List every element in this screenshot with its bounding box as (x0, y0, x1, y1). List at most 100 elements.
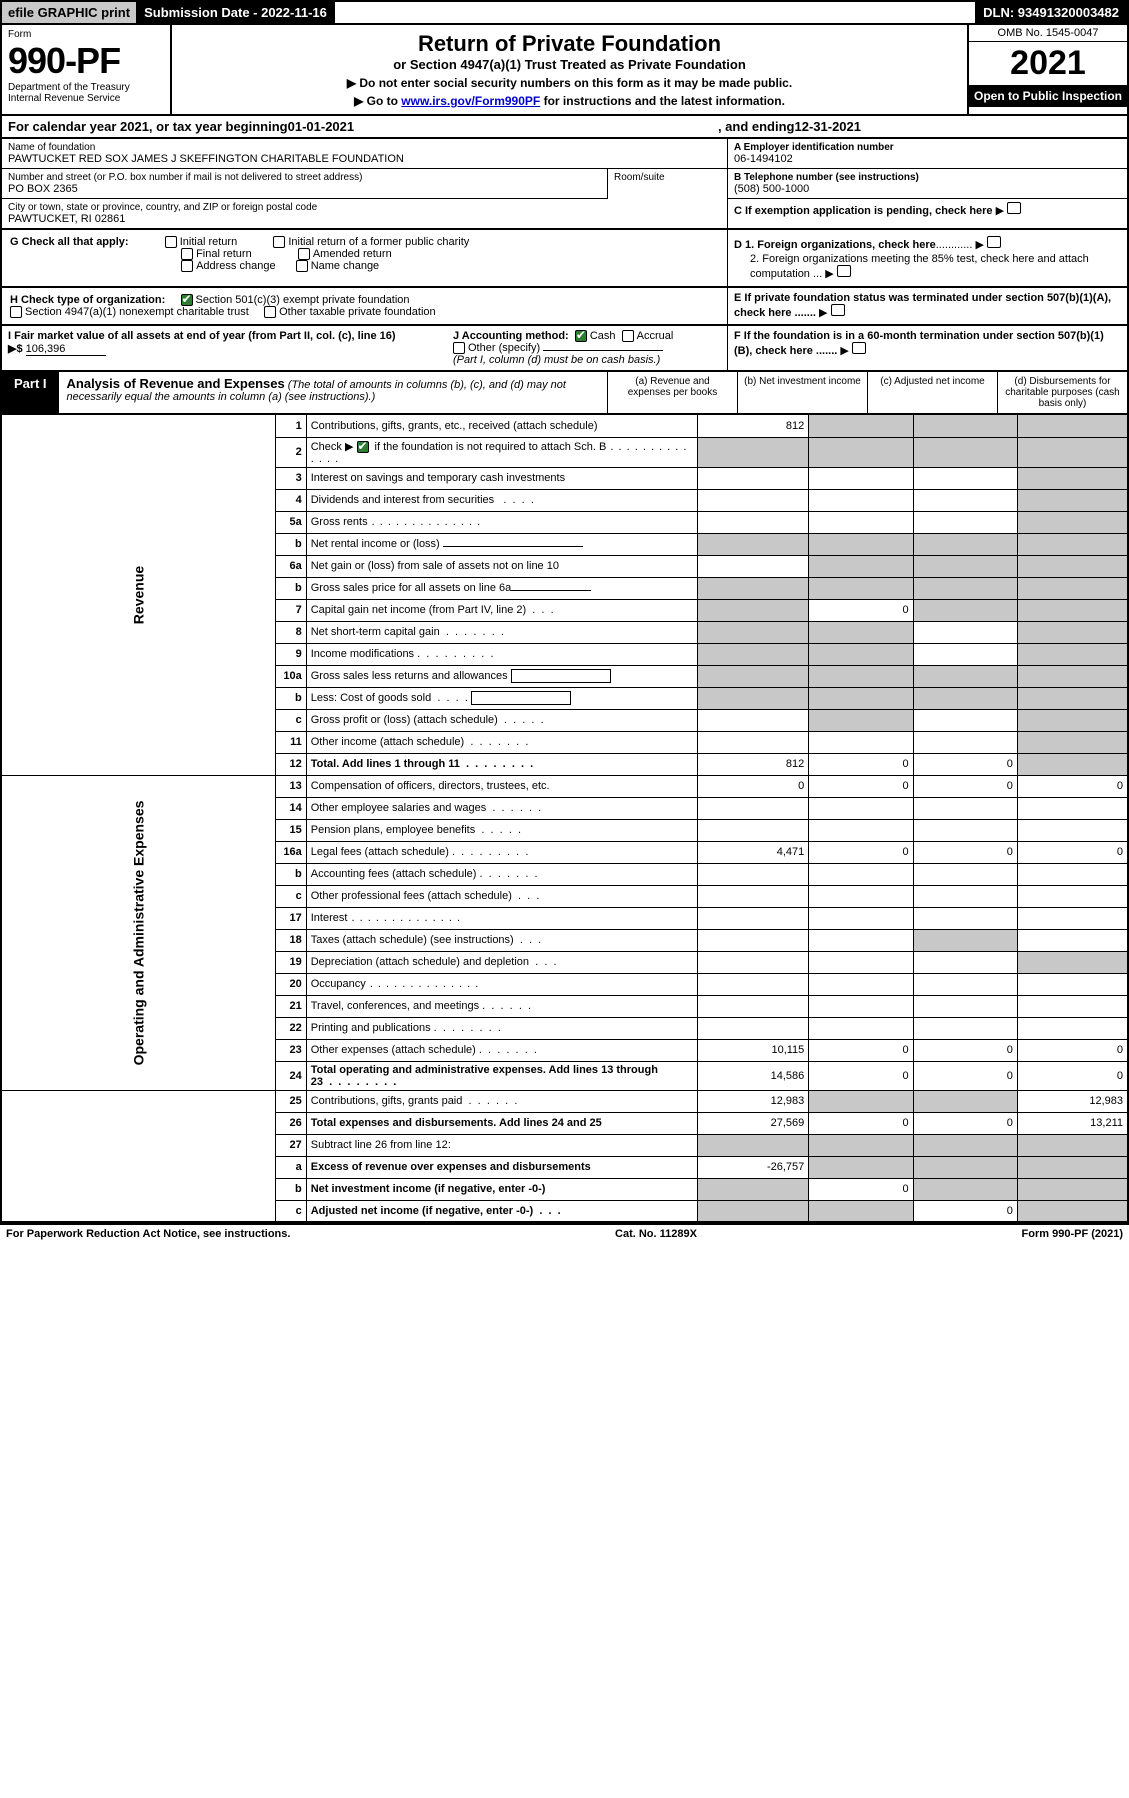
ck-4947[interactable] (10, 306, 22, 318)
ck-501c3[interactable] (181, 294, 193, 306)
l13-d: 0 (1017, 775, 1128, 797)
d1-checkbox[interactable] (987, 236, 1001, 248)
l27c-desc: Adjusted net income (if negative, enter … (306, 1200, 697, 1222)
tax-year: 2021 (969, 42, 1127, 85)
ein-val: 06-1494102 (734, 153, 1121, 165)
table-row: Operating and Administrative Expenses 13… (1, 775, 1128, 797)
l24-c: 0 (913, 1061, 1017, 1090)
i-value: 106,396 (26, 343, 106, 356)
l11-desc: Other income (attach schedule) . . . . .… (306, 731, 697, 753)
l21-desc: Travel, conferences, and meetings . . . … (306, 995, 697, 1017)
side-expenses: Operating and Administrative Expenses (130, 801, 146, 1066)
l7-desc: Capital gain net income (from Part IV, l… (306, 599, 697, 621)
g-address: Address change (196, 260, 276, 272)
l7-b: 0 (809, 599, 913, 621)
omb-number: OMB No. 1545-0047 (969, 25, 1127, 42)
l23-a: 10,115 (698, 1039, 809, 1061)
city-label: City or town, state or province, country… (8, 202, 721, 213)
l8-desc: Net short-term capital gain . . . . . . … (306, 621, 697, 643)
form-header: Form 990-PF Department of the Treasury I… (0, 25, 1129, 116)
l12-desc: Total. Add lines 1 through 11 . . . . . … (306, 753, 697, 775)
table-row: Revenue 1Contributions, gifts, grants, e… (1, 415, 1128, 437)
d2-checkbox[interactable] (837, 265, 851, 277)
ck-address[interactable] (181, 260, 193, 272)
l14-desc: Other employee salaries and wages . . . … (306, 797, 697, 819)
name-label: Name of foundation (8, 142, 721, 153)
footer-form: Form 990-PF (2021) (1022, 1228, 1123, 1240)
irs-link[interactable]: www.irs.gov/Form990PF (401, 94, 540, 108)
l26-a: 27,569 (698, 1112, 809, 1134)
c-label: C If exemption application is pending, c… (734, 205, 993, 217)
l9-desc: Income modifications . . . . . . . . . (306, 643, 697, 665)
l27b-desc: Net investment income (if negative, ente… (306, 1178, 697, 1200)
j-label: J Accounting method: (453, 330, 569, 342)
ck-other-tax[interactable] (264, 306, 276, 318)
j-cash: Cash (590, 330, 616, 342)
phone-label: B Telephone number (see instructions) (734, 172, 1121, 183)
ck-initial-public[interactable] (273, 236, 285, 248)
instr-ssn: ▶ Do not enter social security numbers o… (180, 76, 959, 90)
ck-final[interactable] (181, 248, 193, 260)
l16a-b: 0 (809, 841, 913, 863)
c-checkbox[interactable] (1007, 202, 1021, 214)
ck-other-acct[interactable] (453, 342, 465, 354)
ck-name[interactable] (296, 260, 308, 272)
ck-cash[interactable] (575, 330, 587, 342)
section-h-e: H Check type of organization: Section 50… (0, 288, 1129, 326)
l16a-c: 0 (913, 841, 1017, 863)
addr-label: Number and street (or P.O. box number if… (8, 172, 601, 183)
h-other: Other taxable private foundation (279, 306, 436, 318)
submission-date: Submission Date - 2022-11-16 (136, 2, 335, 23)
l25-desc: Contributions, gifts, grants paid . . . … (306, 1090, 697, 1112)
col-a: (a) Revenue and expenses per books (607, 372, 737, 413)
l3-desc: Interest on savings and temporary cash i… (306, 467, 697, 489)
i-arrow: ▶$ (8, 343, 23, 355)
page-footer: For Paperwork Reduction Act Notice, see … (0, 1223, 1129, 1243)
ck-initial[interactable] (165, 236, 177, 248)
l10b-desc: Less: Cost of goods sold . . . . (306, 687, 697, 709)
g-initial: Initial return (180, 236, 237, 248)
e-checkbox[interactable] (831, 304, 845, 316)
l27a-desc: Excess of revenue over expenses and disb… (306, 1156, 697, 1178)
top-bar: efile GRAPHIC print Submission Date - 20… (0, 0, 1129, 25)
l27-desc: Subtract line 26 from line 12: (306, 1134, 697, 1156)
room-label: Room/suite (614, 172, 721, 183)
l13-desc: Compensation of officers, directors, tru… (306, 775, 697, 797)
l26-c: 0 (913, 1112, 1017, 1134)
section-g-d: G Check all that apply: Initial return I… (0, 230, 1129, 288)
h-label: H Check type of organization: (10, 294, 165, 306)
efile-label[interactable]: efile GRAPHIC print (2, 2, 136, 23)
l5a-desc: Gross rents (306, 511, 697, 533)
l23-b: 0 (809, 1039, 913, 1061)
form-number: 990-PF (8, 40, 164, 82)
ck-amended[interactable] (298, 248, 310, 260)
j-other: Other (specify) (468, 342, 540, 354)
dept-treasury: Department of the Treasury (8, 82, 164, 93)
f-checkbox[interactable] (852, 342, 866, 354)
instr-link: ▶ Go to www.irs.gov/Form990PF for instru… (180, 94, 959, 108)
footer-catno: Cat. No. 11289X (615, 1228, 697, 1240)
g-final: Final return (196, 248, 252, 260)
i-label: I Fair market value of all assets at end… (8, 330, 396, 342)
h-501c3: Section 501(c)(3) exempt private foundat… (196, 294, 410, 306)
l12-b: 0 (809, 753, 913, 775)
j-note: (Part I, column (d) must be on cash basi… (453, 354, 660, 366)
ck-schb[interactable] (357, 441, 369, 453)
l27c-c: 0 (913, 1200, 1017, 1222)
l5b-desc: Net rental income or (loss) (306, 533, 697, 555)
form-subtitle: or Section 4947(a)(1) Trust Treated as P… (180, 57, 959, 72)
l12-a: 812 (698, 753, 809, 775)
d1-label: D 1. Foreign organizations, check here (734, 239, 936, 251)
l2-desc: Check ▶ if the foundation is not require… (306, 437, 697, 467)
footer-left: For Paperwork Reduction Act Notice, see … (6, 1228, 290, 1240)
g-amended: Amended return (313, 248, 392, 260)
instr-post: for instructions and the latest informat… (540, 94, 785, 108)
entity-block: Name of foundation PAWTUCKET RED SOX JAM… (0, 139, 1129, 230)
f-label: F If the foundation is in a 60-month ter… (734, 330, 1104, 357)
irs: Internal Revenue Service (8, 93, 164, 104)
ck-accrual[interactable] (622, 330, 634, 342)
col-d: (d) Disbursements for charitable purpose… (997, 372, 1127, 413)
l13-a: 0 (698, 775, 809, 797)
l24-a: 14,586 (698, 1061, 809, 1090)
h-4947: Section 4947(a)(1) nonexempt charitable … (25, 306, 249, 318)
